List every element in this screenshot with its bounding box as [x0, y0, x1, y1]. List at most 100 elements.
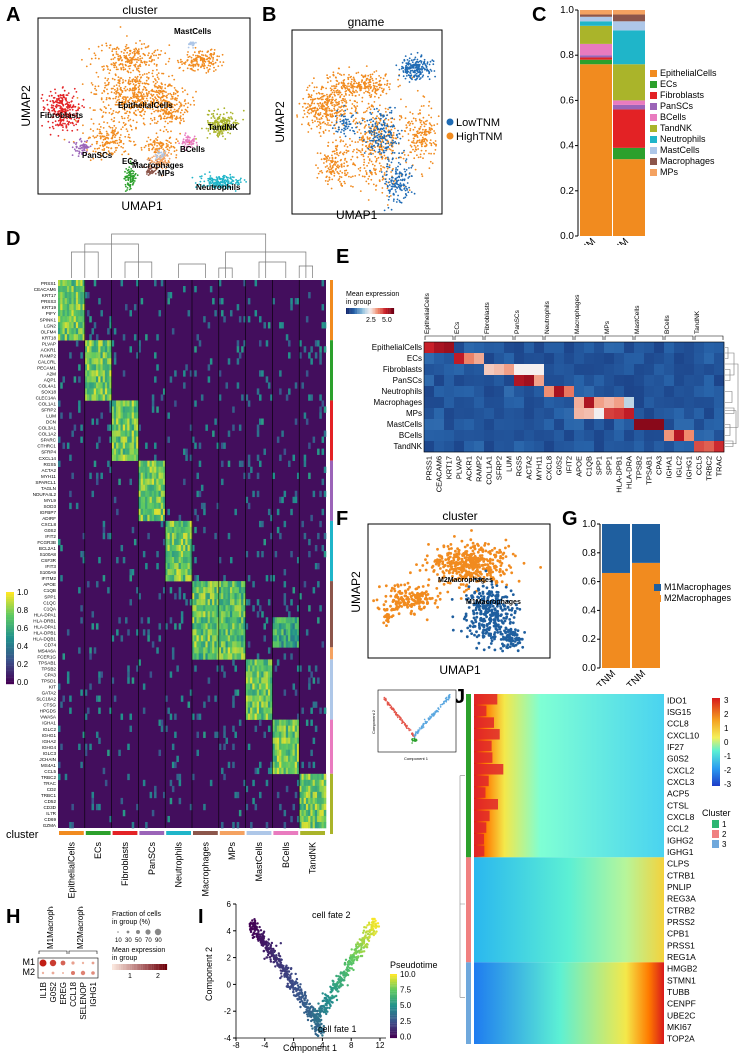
- umap-point: [206, 58, 209, 60]
- umap-point: [386, 163, 389, 166]
- umap-point: [338, 90, 341, 92]
- umap-point: [62, 86, 64, 88]
- umap-point: [336, 89, 339, 92]
- umap-point: [97, 45, 100, 48]
- umap-point: [132, 170, 135, 173]
- heatmap-cell: [125, 448, 128, 455]
- heatmap-cell: [131, 454, 135, 461]
- umap-point: [328, 159, 330, 162]
- umap-point: [335, 91, 338, 94]
- heatmap-cell: [310, 358, 313, 365]
- heatmap-cell: [89, 376, 92, 383]
- umap-point: [151, 119, 154, 122]
- heatmap-cell: [227, 358, 231, 365]
- heatmap-cell: [323, 346, 327, 353]
- umap-point: [78, 151, 81, 154]
- heatmap-cell: [98, 352, 101, 359]
- umap-point: [342, 115, 345, 118]
- umap-point: [362, 139, 365, 142]
- heatmap-cell: [127, 442, 130, 449]
- heatmap-cell: [60, 304, 63, 311]
- umap-point: [340, 139, 342, 141]
- umap-point: [343, 151, 346, 154]
- umap-point: [218, 186, 221, 189]
- umap-point: [202, 65, 205, 68]
- umap-point: [107, 104, 110, 107]
- heatmap-cell: [113, 442, 117, 449]
- umap-point: [148, 147, 150, 150]
- umap-point: [131, 79, 134, 82]
- heatmap-cell: [236, 304, 240, 311]
- umap-point: [436, 123, 439, 125]
- umap-point: [120, 93, 123, 96]
- umap-point: [69, 108, 71, 111]
- umap-point: [130, 106, 133, 109]
- umap-point: [163, 115, 166, 118]
- heatmap-cell: [80, 292, 83, 299]
- umap-point: [124, 183, 127, 186]
- umap-point: [326, 119, 329, 122]
- umap-point: [367, 87, 370, 89]
- umap-point: [222, 177, 225, 180]
- umap-point: [227, 128, 229, 131]
- umap-point: [316, 152, 319, 155]
- heatmap-cell: [294, 418, 298, 425]
- umap-point: [117, 57, 119, 60]
- umap-point: [396, 169, 399, 171]
- umap-point: [109, 126, 112, 129]
- umap-point: [343, 145, 346, 147]
- umap-point: [176, 117, 179, 119]
- umap-point: [115, 149, 117, 152]
- umap-point: [364, 120, 366, 123]
- umap-point: [150, 104, 153, 107]
- umap-point: [94, 57, 97, 60]
- heatmap-cell: [194, 400, 197, 407]
- umap-point: [407, 139, 410, 142]
- umap-point: [387, 129, 390, 132]
- heatmap-cell: [113, 358, 117, 365]
- umap-point: [397, 165, 399, 168]
- umap-point: [382, 114, 384, 117]
- umap-point: [162, 148, 165, 151]
- umap-point: [146, 170, 149, 173]
- panel-b-ylabel: UMAP2: [273, 101, 287, 143]
- umap-point: [188, 139, 191, 142]
- umap-point: [94, 109, 96, 111]
- heatmap-cell: [194, 346, 197, 353]
- umap-point: [233, 126, 236, 129]
- umap-point: [160, 87, 163, 90]
- umap-point: [422, 128, 424, 131]
- umap-point: [222, 113, 225, 116]
- umap-point: [72, 95, 75, 98]
- umap-point: [328, 157, 331, 159]
- umap-point: [198, 183, 201, 186]
- umap-point: [362, 135, 364, 138]
- umap-point: [92, 122, 95, 125]
- umap-point: [46, 99, 48, 102]
- heatmap-cell: [129, 418, 132, 425]
- umap-point: [364, 75, 367, 78]
- umap-point: [392, 193, 395, 196]
- umap-point: [222, 128, 225, 131]
- umap-point: [306, 115, 309, 118]
- umap-point: [217, 108, 220, 111]
- umap-point: [107, 146, 110, 149]
- umap-point: [390, 111, 393, 114]
- umap-point: [424, 137, 427, 140]
- heatmap-cell: [62, 376, 65, 383]
- umap-point: [130, 128, 133, 131]
- umap-point: [342, 79, 345, 82]
- heatmap-cell: [279, 454, 282, 461]
- umap-point: [360, 81, 363, 83]
- umap-point: [196, 61, 199, 63]
- umap-point: [368, 132, 371, 134]
- heatmap-cell: [305, 316, 309, 323]
- umap-point: [118, 98, 120, 101]
- umap-point: [187, 146, 189, 148]
- umap-point: [99, 152, 102, 155]
- umap-point: [137, 67, 140, 70]
- umap-point: [155, 109, 157, 112]
- heatmap-cell: [154, 454, 157, 461]
- heatmap-cell: [116, 418, 119, 425]
- umap-point: [165, 63, 167, 65]
